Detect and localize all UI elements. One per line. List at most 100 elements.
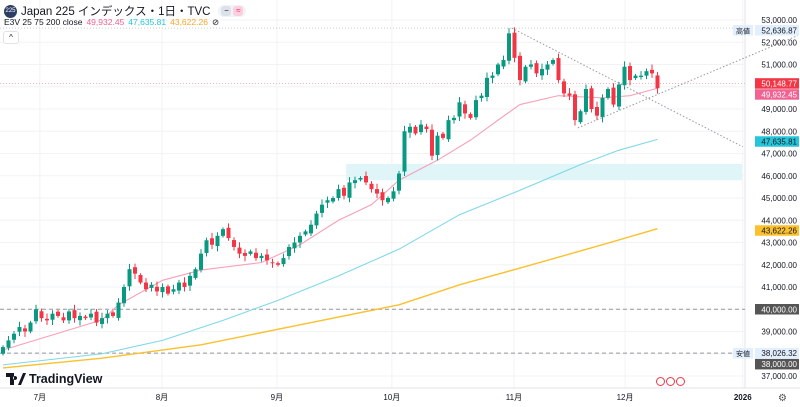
candle-body [100, 318, 104, 324]
wave-icon[interactable]: ≈ [233, 6, 244, 16]
candle [232, 237, 236, 251]
candle [369, 181, 374, 193]
candle [215, 232, 220, 252]
candle [336, 184, 341, 201]
logo-text: TradingView [29, 372, 103, 386]
candle-body [380, 192, 385, 201]
candle-body [243, 252, 247, 256]
candle-body [6, 340, 11, 348]
time-tick-label: 9月 [271, 393, 283, 402]
candle [562, 78, 566, 97]
candle-body [122, 287, 126, 304]
candle-body [215, 235, 220, 247]
candle-body [452, 117, 456, 121]
candle-body [127, 269, 132, 287]
candle [578, 109, 583, 124]
candle-body [281, 258, 286, 265]
price-label: 49,932.45 [755, 89, 799, 100]
candle-body [644, 71, 649, 76]
event-markers[interactable] [656, 377, 685, 386]
candle-body [45, 318, 49, 321]
candle [490, 72, 495, 84]
candle-body [149, 284, 154, 288]
candle-body [292, 242, 297, 249]
candle [589, 85, 594, 113]
candle [595, 101, 599, 121]
candle [606, 87, 610, 100]
price-tick-label: 42,000.00 [761, 261, 797, 270]
candle-body [639, 75, 643, 77]
candle-body [584, 88, 588, 112]
chart-title[interactable]: Japan 225 インデックス・1日・TVC [21, 6, 211, 18]
candle-body [78, 315, 82, 321]
candle-body [336, 189, 341, 198]
candle [314, 210, 319, 229]
price-label: 38,026.32 安値 [733, 347, 799, 359]
candle-body [545, 64, 550, 70]
price-label: 52,636.87 高値 [733, 25, 799, 36]
eye-off-icon[interactable]: ⊘ [211, 17, 220, 27]
price-label-tag: 安値 [736, 349, 750, 358]
price-label: 40,000.00 [755, 304, 799, 315]
candle-body [331, 198, 335, 202]
candle [650, 64, 654, 78]
candle-body [573, 94, 577, 121]
candle [72, 304, 77, 323]
event-icon[interactable] [676, 377, 685, 386]
candle [474, 95, 478, 120]
candle [149, 282, 154, 292]
price-tick-label: 43,000.00 [761, 239, 797, 248]
candle [479, 92, 484, 102]
candle [94, 309, 99, 327]
candle [67, 308, 71, 324]
candle-body [28, 322, 33, 332]
price-label-value: 49,932.45 [761, 90, 797, 99]
candle-body [578, 111, 583, 123]
tradingview-logo[interactable]: TradingView [6, 372, 102, 386]
price-label-value: 52,636.87 [761, 26, 797, 35]
time-tick-label: 7月 [34, 393, 46, 402]
candle-body [523, 66, 528, 82]
candle [622, 61, 627, 90]
event-icon[interactable] [656, 377, 665, 386]
candle-body [441, 133, 445, 138]
collapse-legend-button[interactable]: ^ [3, 31, 19, 44]
candle-body [248, 251, 253, 254]
candle-body [353, 180, 357, 184]
candle [468, 112, 473, 120]
candle-body [457, 102, 462, 117]
price-label: 43,622.26 [755, 225, 799, 236]
candle [259, 253, 264, 262]
candle [111, 310, 115, 318]
event-icon[interactable] [666, 377, 675, 386]
candle-body [595, 106, 599, 116]
candle [413, 125, 418, 136]
candle [138, 273, 143, 285]
candle-body [1, 347, 5, 354]
candle [56, 309, 60, 318]
time-tick-label: 2026 [734, 393, 752, 402]
candle [160, 283, 165, 298]
indicator-legend[interactable]: E3V 25 75 200 close 49,932.45 47,635.81 … [4, 17, 219, 28]
minus-icon[interactable]: − [221, 6, 232, 16]
price-tick-label: 45,000.00 [761, 194, 797, 203]
candle-body [17, 327, 22, 332]
candle-body [160, 287, 165, 293]
candle-body [606, 88, 610, 98]
trendline [511, 27, 743, 148]
candle [446, 115, 451, 142]
candle [133, 263, 137, 279]
price-tick-label: 49,000.00 [761, 105, 797, 114]
candle-body [512, 32, 517, 58]
candle [1, 345, 5, 356]
legend-pill[interactable]: − ≈ [218, 5, 247, 17]
candle-body [430, 129, 434, 156]
candle [204, 237, 209, 257]
settings-icon[interactable]: ⚙ [778, 393, 787, 404]
price-tick-label: 48,000.00 [761, 127, 797, 136]
candle [391, 186, 396, 202]
candle-body [50, 313, 55, 320]
candle-body [507, 33, 511, 61]
candle [309, 220, 313, 237]
